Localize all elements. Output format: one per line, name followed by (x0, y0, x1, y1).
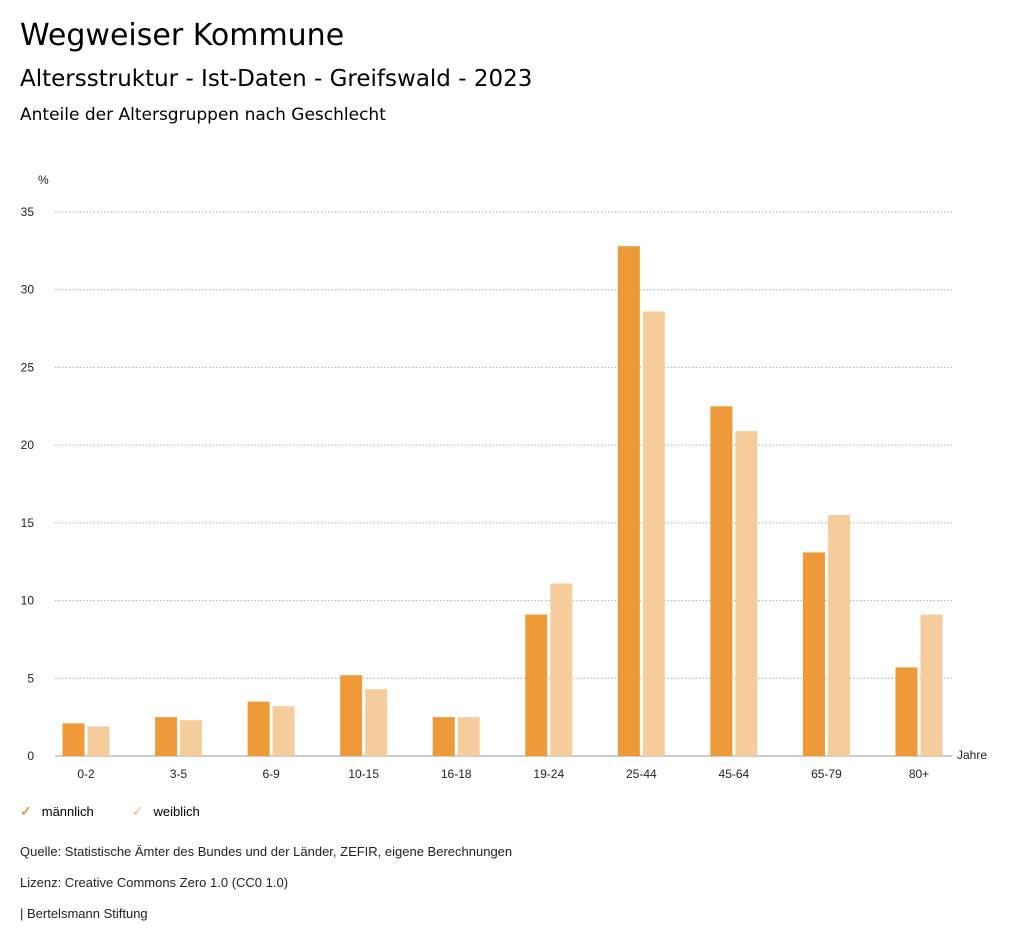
bar-weiblich-19-24[interactable] (550, 583, 573, 756)
bar-weiblich-6-9[interactable] (272, 706, 295, 756)
legend-label: weiblich (153, 804, 200, 819)
bar-männlich-45-64[interactable] (710, 406, 733, 756)
brand-note: | Bertelsmann Stiftung (20, 906, 148, 921)
bar-männlich-10-15[interactable] (340, 675, 363, 756)
bar-männlich-6-9[interactable] (247, 701, 270, 756)
bar-männlich-25-44[interactable] (617, 246, 640, 757)
bar-weiblich-80+[interactable] (920, 614, 943, 756)
legend-item-maennlich[interactable]: ✓ männlich (20, 803, 94, 820)
x-tick-label: 0-2 (77, 767, 95, 781)
bar-männlich-80+[interactable] (895, 667, 918, 756)
x-tick-label: 19-24 (533, 767, 564, 781)
y-tick-label: 20 (21, 438, 35, 452)
chart-title: Anteile der Altersgruppen nach Geschlech… (20, 105, 386, 125)
page-subtitle: Altersstruktur - Ist-Daten - Greifswald … (20, 66, 533, 92)
y-tick-label: 10 (21, 594, 35, 608)
bar-männlich-19-24[interactable] (525, 614, 548, 756)
check-icon: ✓ (20, 803, 32, 819)
app-title: Wegweiser Kommune (20, 18, 345, 53)
x-tick-label: 3-5 (170, 767, 188, 781)
bar-weiblich-25-44[interactable] (642, 311, 665, 756)
x-axis-label: Jahre (957, 748, 987, 762)
y-tick-label: 0 (27, 749, 34, 763)
bar-weiblich-10-15[interactable] (365, 689, 388, 756)
x-tick-label: 65-79 (811, 767, 842, 781)
y-tick-label: 25 (21, 360, 35, 374)
x-tick-label: 10-15 (348, 767, 379, 781)
y-tick-label: 35 (21, 205, 35, 219)
legend-label: männlich (41, 804, 94, 819)
bar-weiblich-0-2[interactable] (87, 726, 110, 756)
bar-männlich-65-79[interactable] (802, 552, 825, 756)
x-tick-label: 80+ (909, 767, 929, 781)
x-tick-label: 6-9 (262, 767, 280, 781)
bar-männlich-0-2[interactable] (62, 723, 85, 756)
y-tick-label: 5 (27, 671, 34, 685)
bar-weiblich-45-64[interactable] (735, 431, 758, 756)
bar-männlich-16-18[interactable] (432, 717, 455, 756)
bar-chart: % Jahre 0 5 10 15 20 25 30 35 0-2 3-5 6-9 10-15 16-1… (21, 173, 988, 781)
bar-weiblich-3-5[interactable] (180, 720, 203, 756)
bar-männlich-3-5[interactable] (155, 717, 178, 756)
x-tick-label: 25-44 (626, 767, 657, 781)
legend: ✓ männlich ✓ weiblich (20, 803, 200, 820)
y-axis-label: % (38, 173, 49, 187)
check-icon: ✓ (131, 803, 144, 819)
y-tick-label: 30 (21, 283, 35, 297)
source-note: Quelle: Statistische Ämter des Bundes un… (20, 844, 513, 859)
legend-item-weiblich[interactable]: ✓ weiblich (132, 803, 200, 820)
bar-weiblich-16-18[interactable] (457, 717, 480, 756)
bar-weiblich-65-79[interactable] (827, 515, 850, 756)
x-tick-label: 16-18 (441, 767, 472, 781)
license-note: Lizenz: Creative Commons Zero 1.0 (CC0 1… (20, 875, 289, 890)
y-tick-label: 15 (21, 516, 35, 530)
x-tick-label: 45-64 (719, 767, 750, 781)
